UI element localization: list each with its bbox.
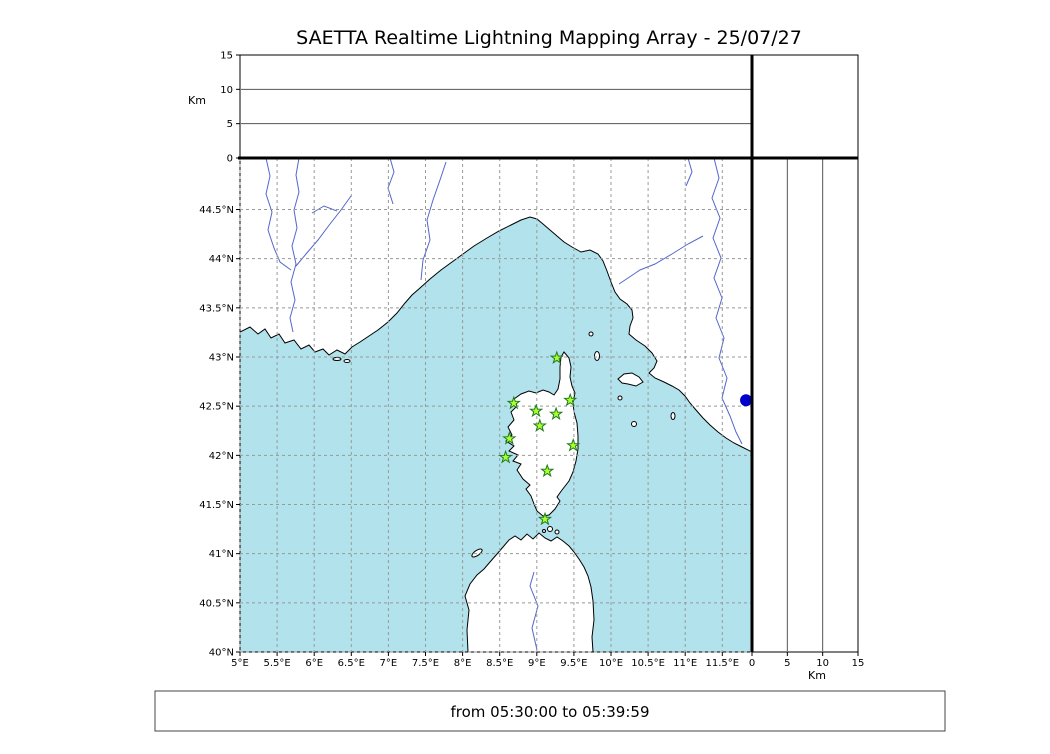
small-island bbox=[332, 357, 342, 361]
top-km-tick-label: 15 bbox=[220, 51, 233, 62]
axis-labels: 5°E 5.5°E 6°E 6.5°E 7°E 7.5°E 8°E 8.5°E 9°E 9.5°E… bbox=[199, 51, 864, 670]
lon-tick-label: 10°E bbox=[599, 658, 623, 669]
top-km-tick-label: 10 bbox=[220, 85, 233, 96]
lon-tick-label: 9.5°E bbox=[560, 658, 587, 669]
right-km-tick-label: 0 bbox=[749, 658, 755, 669]
stations-layer bbox=[498, 350, 752, 526]
river-line bbox=[387, 158, 395, 205]
small-island bbox=[542, 529, 546, 533]
lat-tick-label: 43°N bbox=[209, 353, 234, 364]
small-island bbox=[617, 395, 623, 401]
lat-tick-label: 40.5°N bbox=[199, 598, 234, 609]
station-marker bbox=[548, 406, 564, 421]
lon-tick-label: 5.5°E bbox=[263, 658, 290, 669]
lon-tick-label: 11.5°E bbox=[706, 658, 740, 669]
small-island bbox=[617, 372, 644, 387]
lon-tick-label: 9°E bbox=[528, 658, 546, 669]
river-line bbox=[618, 235, 704, 285]
station-marker bbox=[537, 511, 553, 526]
station-marker bbox=[498, 449, 513, 464]
station-marker bbox=[563, 392, 578, 407]
altitude-ref-lines bbox=[241, 88, 824, 651]
lat-tick-label: 44.5°N bbox=[199, 205, 234, 216]
lon-tick-label: 7.5°E bbox=[412, 658, 439, 669]
station-marker bbox=[502, 431, 517, 445]
sardinia-island bbox=[464, 532, 595, 652]
lat-tick-label: 43.5°N bbox=[199, 303, 234, 314]
corsica-island bbox=[505, 351, 579, 517]
lon-tick-label: 5°E bbox=[231, 658, 249, 669]
small-island bbox=[588, 331, 594, 337]
lon-tick-label: 8°E bbox=[454, 658, 472, 669]
event-dot bbox=[740, 394, 752, 407]
river-line bbox=[711, 158, 743, 445]
river-line bbox=[265, 158, 292, 271]
altitude-longitude-panel bbox=[239, 54, 753, 159]
lat-tick-label: 41.5°N bbox=[199, 500, 234, 511]
small-island bbox=[547, 526, 553, 532]
station-marker bbox=[528, 403, 544, 418]
small-island bbox=[343, 359, 351, 363]
time-range-text: from 05:30:00 to 05:39:59 bbox=[450, 703, 649, 721]
small-island bbox=[554, 529, 560, 535]
right-panel-km-label: Km bbox=[808, 669, 826, 682]
station-marker bbox=[540, 463, 555, 478]
mainland-coast bbox=[240, 158, 752, 453]
altitude-latitude-panel bbox=[751, 157, 859, 653]
right-km-tick-label: 10 bbox=[816, 658, 829, 669]
small-island bbox=[631, 421, 637, 427]
map-land-layer bbox=[240, 158, 752, 652]
small-island bbox=[594, 351, 600, 361]
lat-tick-label: 44°N bbox=[209, 254, 234, 265]
river-line bbox=[420, 161, 447, 281]
right-km-tick-label: 5 bbox=[784, 658, 790, 669]
small-island bbox=[471, 548, 483, 558]
river-line bbox=[289, 158, 300, 333]
lon-tick-label: 6.5°E bbox=[338, 658, 365, 669]
top-km-tick-label: 0 bbox=[227, 154, 233, 165]
lat-tick-label: 42.5°N bbox=[199, 402, 234, 413]
lon-tick-label: 11°E bbox=[673, 658, 697, 669]
station-marker bbox=[549, 350, 564, 365]
river-line bbox=[685, 158, 693, 187]
station-marker bbox=[506, 395, 521, 410]
time-range-box bbox=[154, 690, 946, 732]
lat-tick-label: 41°N bbox=[209, 549, 234, 560]
lat-tick-label: 40°N bbox=[209, 648, 234, 659]
river-line bbox=[529, 571, 539, 651]
station-marker bbox=[532, 418, 547, 432]
lon-tick-label: 10.5°E bbox=[631, 658, 665, 669]
map-rivers-layer bbox=[265, 158, 743, 651]
lon-tick-label: 7°E bbox=[380, 658, 398, 669]
top-panel-km-label: Km bbox=[188, 94, 206, 107]
lon-tick-label: 8.5°E bbox=[486, 658, 513, 669]
page-title: SAETTA Realtime Lightning Mapping Array … bbox=[296, 27, 802, 49]
right-km-tick-label: 15 bbox=[852, 658, 865, 669]
station-marker bbox=[566, 438, 581, 452]
small-island bbox=[670, 412, 676, 420]
lon-tick-label: 6°E bbox=[305, 658, 323, 669]
lat-tick-label: 42°N bbox=[209, 451, 234, 462]
top-km-tick-label: 5 bbox=[227, 119, 233, 130]
river-line bbox=[295, 195, 352, 267]
corner-panel bbox=[751, 54, 859, 159]
